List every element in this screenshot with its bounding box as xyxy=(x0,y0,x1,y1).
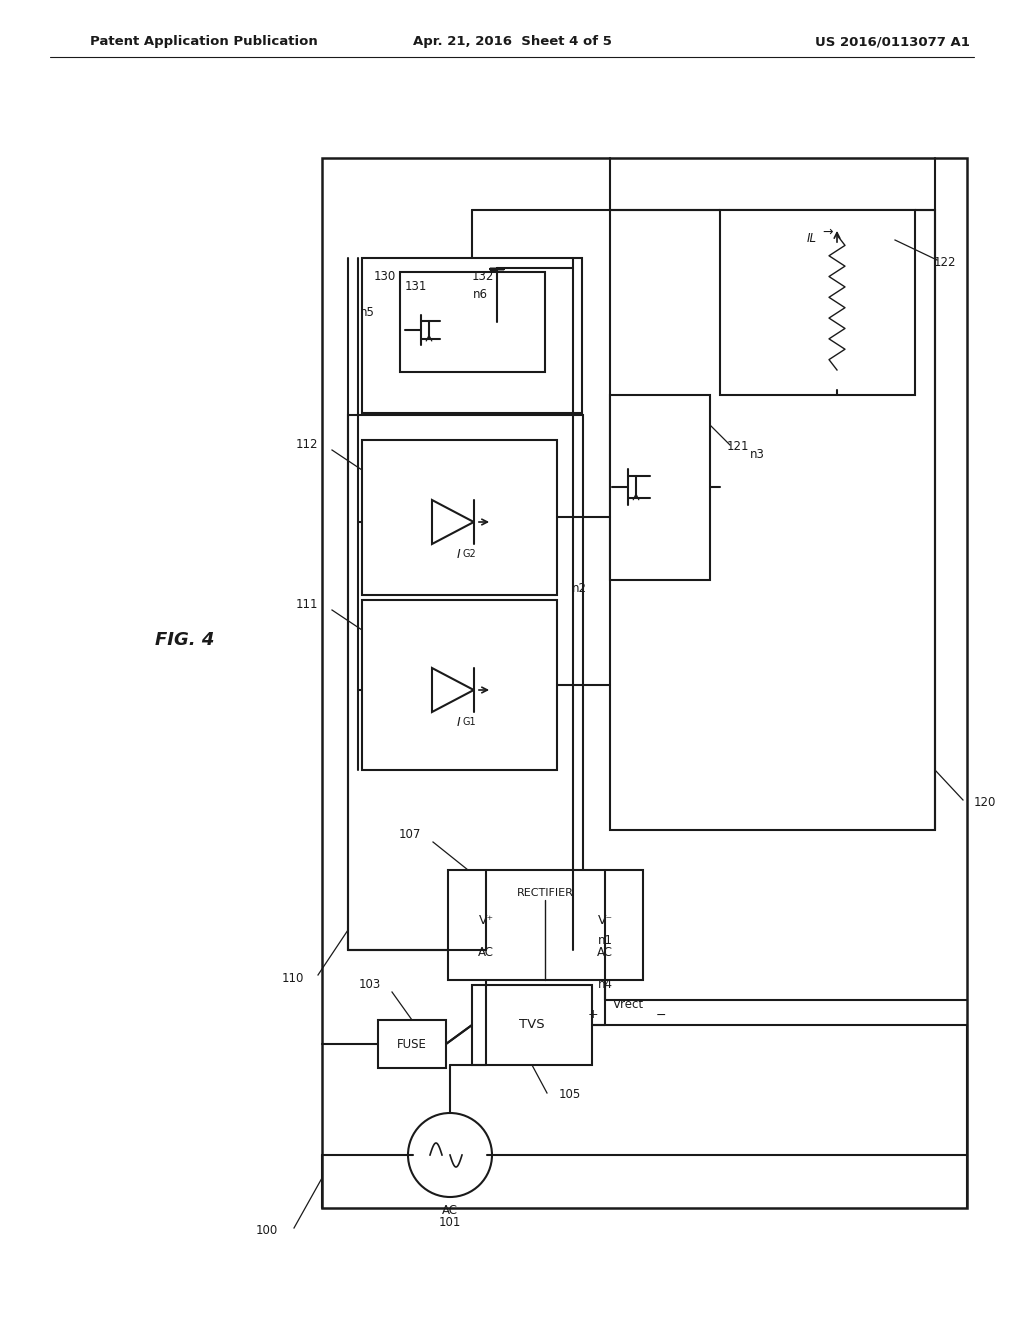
Text: n6: n6 xyxy=(472,288,487,301)
Text: 122: 122 xyxy=(934,256,956,268)
Text: I: I xyxy=(457,548,461,561)
Circle shape xyxy=(408,1113,492,1197)
Bar xyxy=(362,257,582,413)
Text: V⁻: V⁻ xyxy=(597,913,612,927)
Text: G1: G1 xyxy=(462,717,476,727)
Text: −: − xyxy=(655,1008,667,1022)
Text: 107: 107 xyxy=(398,829,421,842)
Text: 132: 132 xyxy=(472,269,495,282)
Bar xyxy=(362,601,557,770)
Bar xyxy=(322,158,967,1208)
Text: 110: 110 xyxy=(282,972,304,985)
Text: IL: IL xyxy=(807,231,817,244)
Text: Patent Application Publication: Patent Application Publication xyxy=(90,36,317,49)
Text: 130: 130 xyxy=(374,271,396,282)
Text: AC: AC xyxy=(442,1204,458,1217)
Bar xyxy=(449,870,643,979)
Bar xyxy=(610,395,710,579)
Text: US 2016/0113077 A1: US 2016/0113077 A1 xyxy=(815,36,970,49)
Text: 121: 121 xyxy=(727,441,750,454)
Text: RECTIFIER: RECTIFIER xyxy=(516,888,573,898)
Text: Apr. 21, 2016  Sheet 4 of 5: Apr. 21, 2016 Sheet 4 of 5 xyxy=(413,36,611,49)
Bar xyxy=(378,1020,446,1068)
Bar xyxy=(472,985,592,1065)
Text: AC: AC xyxy=(478,945,494,958)
Bar xyxy=(720,210,915,395)
Bar xyxy=(400,272,545,372)
Bar xyxy=(362,440,557,595)
Text: +: + xyxy=(588,1008,598,1022)
Text: 100: 100 xyxy=(256,1224,279,1237)
Bar xyxy=(610,210,935,830)
Text: n4: n4 xyxy=(598,978,613,991)
Text: 120: 120 xyxy=(974,796,996,808)
Text: 111: 111 xyxy=(296,598,318,611)
Text: 105: 105 xyxy=(559,1089,582,1101)
Text: AC: AC xyxy=(597,945,613,958)
Text: n2: n2 xyxy=(572,582,587,594)
Text: TVS: TVS xyxy=(519,1019,545,1031)
Text: n3: n3 xyxy=(750,449,765,462)
Text: 101: 101 xyxy=(439,1217,461,1229)
Text: FIG. 4: FIG. 4 xyxy=(156,631,215,649)
Text: 103: 103 xyxy=(358,978,381,991)
Text: G2: G2 xyxy=(462,549,476,558)
Text: 131: 131 xyxy=(406,280,427,293)
Text: Vrect: Vrect xyxy=(613,998,644,1011)
Text: V⁺: V⁺ xyxy=(478,913,494,927)
Text: FUSE: FUSE xyxy=(397,1038,427,1051)
Text: 112: 112 xyxy=(296,438,318,451)
Text: n5: n5 xyxy=(360,305,375,318)
Text: →: → xyxy=(822,226,833,239)
Bar xyxy=(348,414,583,950)
Text: I: I xyxy=(457,715,461,729)
Text: n1: n1 xyxy=(598,933,613,946)
